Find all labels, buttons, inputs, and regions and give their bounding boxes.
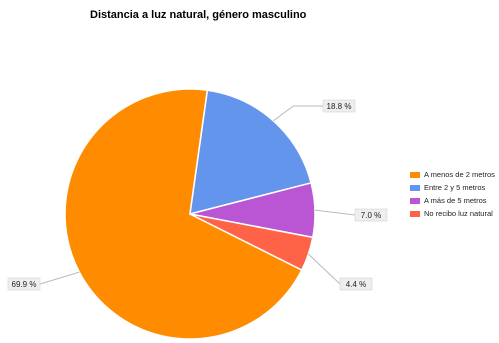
pie-slice[interactable] <box>189 213 314 271</box>
legend-swatch <box>410 197 420 204</box>
data-label: 69.9 % <box>12 280 37 289</box>
leader-line <box>314 209 356 216</box>
legend-label: Entre 2 y 5 metros <box>424 183 486 192</box>
leader-line <box>39 271 80 285</box>
legend-swatch <box>410 210 420 217</box>
legend-item[interactable]: Entre 2 y 5 metros <box>410 181 495 194</box>
data-label-box <box>7 277 41 291</box>
data-labels: 69.9 % 18.8 % 7.0 % 4.4 % <box>7 99 388 291</box>
pie-slices <box>64 88 316 340</box>
data-label: 4.4 % <box>346 280 366 289</box>
legend-item[interactable]: No recibo luz natural <box>410 207 495 220</box>
data-label-box <box>354 208 388 222</box>
legend-item[interactable]: A menos de 2 metros <box>410 168 495 181</box>
chart-title: Distancia a luz natural, género masculin… <box>90 9 307 21</box>
legend-swatch <box>410 171 420 178</box>
leader-line <box>273 105 323 122</box>
data-label-box <box>339 277 373 291</box>
label-leaders <box>39 105 356 285</box>
legend-swatch <box>410 184 420 191</box>
legend-label: No recibo luz natural <box>424 209 493 218</box>
legend-label: A menos de 2 metros <box>424 170 495 179</box>
leader-line <box>308 253 341 285</box>
legend: A menos de 2 metros Entre 2 y 5 metros A… <box>410 168 495 220</box>
data-label-box <box>322 99 356 113</box>
data-label: 18.8 % <box>327 102 352 111</box>
data-label: 7.0 % <box>361 211 381 220</box>
pie-slice[interactable] <box>64 88 303 340</box>
legend-label: A más de 5 metros <box>424 196 487 205</box>
legend-item[interactable]: A más de 5 metros <box>410 194 495 207</box>
